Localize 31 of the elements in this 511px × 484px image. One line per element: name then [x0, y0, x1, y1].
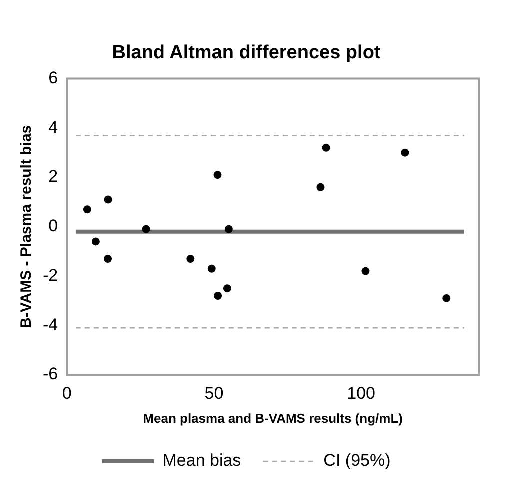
y-tick-label: 6 — [48, 68, 58, 88]
point — [208, 264, 216, 273]
point — [142, 225, 150, 234]
y-tick-label: 2 — [48, 167, 58, 186]
point — [92, 238, 100, 246]
y-tick-label: -4 — [42, 315, 58, 334]
point — [442, 294, 451, 302]
point — [104, 196, 112, 204]
point — [223, 284, 232, 293]
point — [214, 171, 222, 180]
point — [104, 254, 112, 263]
y-tick-label: 4 — [48, 118, 58, 137]
y-tick-label: -6 — [42, 364, 58, 384]
point — [186, 254, 195, 263]
x-tick-label: 100 — [347, 384, 376, 403]
y-tick-label: 0 — [48, 216, 58, 236]
x-tick-label: 50 — [204, 384, 224, 403]
point — [316, 183, 325, 192]
point — [401, 148, 410, 157]
x-axis-title: Mean plasma and B-VAMS results (ng/mL) — [143, 410, 403, 426]
point — [214, 292, 222, 300]
y-tick-label: -2 — [42, 266, 58, 285]
legend-label: CI (95%) — [324, 451, 391, 470]
legend-label: Mean bias — [162, 451, 242, 470]
point — [362, 267, 370, 276]
chart-title: Bland Altman differences plot — [112, 42, 382, 64]
point — [224, 225, 233, 234]
point — [322, 144, 330, 152]
y-axis-title: B-VAMS - Plasma result bias — [18, 125, 36, 328]
point — [83, 206, 92, 214]
x-tick-label: 0 — [62, 384, 72, 403]
